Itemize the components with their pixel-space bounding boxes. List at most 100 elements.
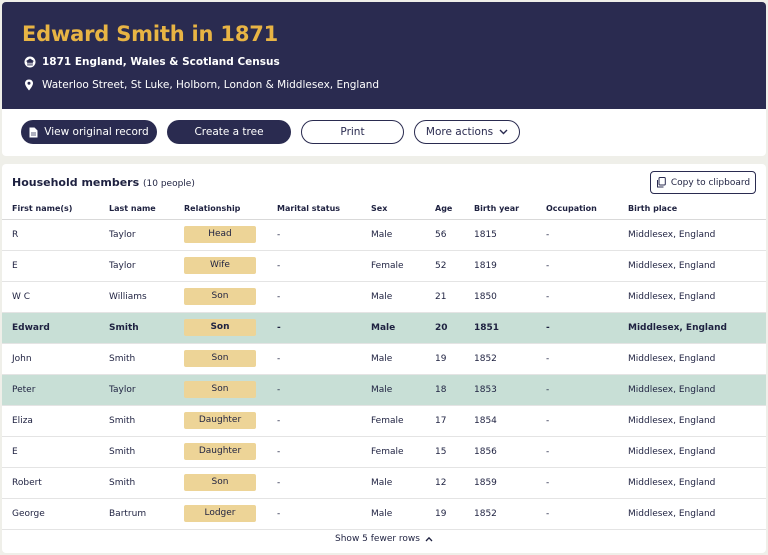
first-name-cell: E — [2, 250, 109, 282]
last-name-cell: Smith — [109, 405, 184, 437]
create-tree-button[interactable]: Create a tree — [167, 120, 291, 144]
sex-cell: Male — [371, 343, 435, 375]
birth-year-cell: 1851 — [474, 312, 546, 344]
first-name-cell: Peter — [2, 374, 109, 406]
table-row: Robert Smith Son - Male 12 1859- Middlesex, Eng… — [2, 467, 766, 499]
household-table: First name(s) Last name Relationship Mar… — [2, 199, 766, 530]
occupation-cell: - — [546, 281, 628, 313]
birth-year-cell: 1815 — [474, 219, 546, 251]
marital-status-cell: - — [277, 436, 371, 468]
birth-place-cell: Middlesex, England — [628, 281, 766, 313]
action-bar: View original record Create a tree Print… — [2, 109, 766, 156]
household-heading: Household members — [12, 176, 140, 189]
sex-cell: Male — [371, 219, 435, 251]
sex-cell: Male — [371, 498, 435, 530]
occupation-cell: - — [546, 312, 628, 344]
birth-year-cell: 1854 — [474, 405, 546, 437]
occupation-cell: - — [546, 250, 628, 282]
chevron-up-icon — [425, 536, 433, 542]
last-name-cell: Taylor — [109, 250, 184, 282]
marital-status-cell: - — [277, 343, 371, 375]
marital-status-cell: - — [277, 250, 371, 282]
census-name: 1871 England, Wales & Scotland Census — [42, 56, 280, 68]
marital-status-cell: - — [277, 374, 371, 406]
table-row: John Smith Son - Male 19 1852- Middlesex, Engla… — [2, 343, 766, 375]
last-name-cell: Bartrum — [109, 498, 184, 530]
birth-year-cell: 1853 — [474, 374, 546, 406]
relationship-cell: Son — [184, 312, 277, 344]
age-cell: 20 — [435, 312, 474, 344]
more-actions-label: More actions — [425, 126, 494, 138]
column-header: Marital status — [277, 199, 371, 220]
marital-status-cell: - — [277, 498, 371, 530]
age-cell: 18 — [435, 374, 474, 406]
building-icon — [24, 56, 36, 68]
show-fewer-rows-button[interactable]: Show 5 fewer rows — [2, 534, 766, 544]
marital-status-cell: - — [277, 219, 371, 251]
table-row: R Taylor Head - Male 56 1815- Middlesex, Englan… — [2, 219, 766, 251]
table-row: Edward Smith Son - Male 20 1851- Middlesex, Eng… — [2, 312, 766, 344]
table-row: E Taylor Wife - Female 52 1819- Middlesex, Engl… — [2, 250, 766, 282]
birth-place-cell: Middlesex, England — [628, 467, 766, 499]
view-original-record-button[interactable]: View original record — [21, 120, 157, 144]
birth-place-cell: Middlesex, England — [628, 343, 766, 375]
occupation-cell: - — [546, 343, 628, 375]
more-actions-button[interactable]: More actions — [414, 120, 520, 144]
last-name-cell: Smith — [109, 467, 184, 499]
relationship-badge: Daughter — [184, 443, 256, 460]
column-header: Birth place — [628, 199, 766, 220]
relationship-badge: Son — [184, 474, 256, 491]
chevron-down-icon — [499, 129, 508, 135]
household-panel: Household members (10 people) Copy to cl… — [2, 164, 766, 553]
birth-year-cell: 1859 — [474, 467, 546, 499]
age-cell: 19 — [435, 343, 474, 375]
birth-year-cell: 1850 — [474, 281, 546, 313]
print-button[interactable]: Print — [301, 120, 404, 144]
copy-icon — [656, 177, 666, 188]
marital-status-cell: - — [277, 467, 371, 499]
occupation-cell: - — [546, 219, 628, 251]
birth-place-cell: Middlesex, England — [628, 498, 766, 530]
relationship-cell: Son — [184, 343, 277, 375]
table-row: W C Williams Son - Male 21 1850- Middlesex, Eng… — [2, 281, 766, 313]
last-name-cell: Smith — [109, 343, 184, 375]
column-header: Occupation — [546, 199, 628, 220]
relationship-badge: Son — [184, 350, 256, 367]
relationship-cell: Daughter — [184, 405, 277, 437]
column-header: Age — [435, 199, 474, 220]
map-pin-icon — [24, 79, 36, 91]
marital-status-cell: - — [277, 312, 371, 344]
table-header-row: First name(s) Last name Relationship Mar… — [2, 199, 766, 220]
relationship-cell: Lodger — [184, 498, 277, 530]
copy-to-clipboard-button[interactable]: Copy to clipboard — [650, 171, 756, 194]
show-fewer-label: Show 5 fewer rows — [335, 534, 420, 544]
census-info: 1871 England, Wales & Scotland Census — [24, 56, 280, 68]
birth-year-cell: 1856 — [474, 436, 546, 468]
age-cell: 21 — [435, 281, 474, 313]
relationship-badge: Son — [184, 319, 256, 336]
relationship-cell: Son — [184, 374, 277, 406]
record-header: Edward Smith in 1871 1871 England, Wales… — [2, 2, 766, 109]
sex-cell: Male — [371, 312, 435, 344]
create-tree-label: Create a tree — [194, 126, 264, 138]
relationship-cell: Wife — [184, 250, 277, 282]
age-cell: 15 — [435, 436, 474, 468]
relationship-badge: Head — [184, 226, 256, 243]
household-count: (10 people) — [143, 179, 195, 189]
birth-place-cell: Middlesex, England — [628, 405, 766, 437]
birth-year-cell: 1852 — [474, 343, 546, 375]
sex-cell: Male — [371, 281, 435, 313]
relationship-badge: Son — [184, 381, 256, 398]
age-cell: 17 — [435, 405, 474, 437]
birth-year-cell: 1819 — [474, 250, 546, 282]
sex-cell: Female — [371, 405, 435, 437]
address-text: Waterloo Street, St Luke, Holborn, Londo… — [42, 79, 380, 91]
occupation-cell: - — [546, 467, 628, 499]
first-name-cell: R — [2, 219, 109, 251]
view-original-record-label: View original record — [44, 126, 149, 138]
last-name-cell: Smith — [109, 312, 184, 344]
relationship-cell: Son — [184, 467, 277, 499]
last-name-cell: Williams — [109, 281, 184, 313]
birth-place-cell: Middlesex, England — [628, 219, 766, 251]
relationship-badge: Daughter — [184, 412, 256, 429]
